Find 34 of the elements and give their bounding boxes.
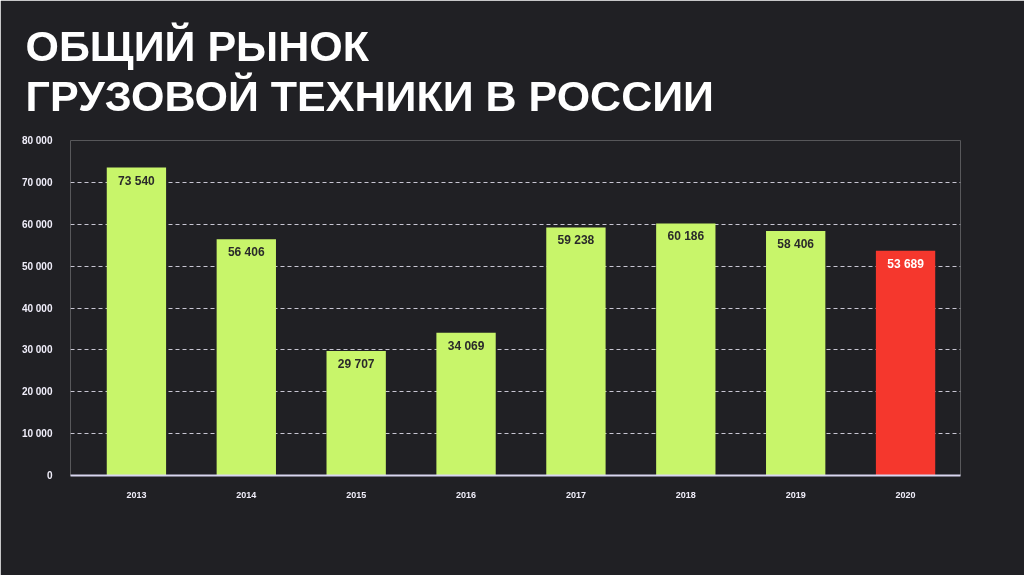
y-tick-label: 0 bbox=[46, 470, 53, 481]
data-label: 60 186 bbox=[667, 229, 705, 244]
y-tick-label: 20 000 bbox=[21, 386, 53, 398]
y-tick-label: 30 000 bbox=[21, 344, 53, 356]
x-tick-label: 2015 bbox=[346, 489, 367, 500]
bar bbox=[106, 167, 167, 476]
chart-title: ОБЩИЙ РЫНОК ГРУЗОВОЙ ТЕХНИКИ В РОССИИ bbox=[25, 22, 715, 121]
data-label: 58 406 bbox=[777, 236, 815, 251]
bar bbox=[546, 227, 606, 476]
x-tick-label: 2017 bbox=[565, 489, 586, 500]
y-tick-label: 60 000 bbox=[21, 218, 53, 230]
y-tick-label: 40 000 bbox=[21, 302, 53, 314]
bar bbox=[216, 239, 276, 476]
data-label: 53 689 bbox=[887, 256, 925, 271]
bar bbox=[766, 230, 826, 476]
bar bbox=[326, 351, 386, 476]
y-tick-label: 80 000 bbox=[21, 135, 53, 146]
x-tick-label: 2020 bbox=[895, 489, 916, 500]
x-tick-label: 2014 bbox=[236, 489, 257, 500]
data-label: 56 406 bbox=[227, 245, 265, 260]
x-tick-label: 2019 bbox=[785, 489, 806, 500]
data-label: 73 540 bbox=[118, 173, 156, 188]
data-label: 34 069 bbox=[447, 338, 485, 353]
y-tick-label: 50 000 bbox=[21, 260, 53, 272]
x-tick-label: 2016 bbox=[456, 489, 477, 500]
x-tick-label: 2013 bbox=[126, 489, 147, 500]
y-tick-label: 70 000 bbox=[21, 176, 53, 188]
y-tick-label: 10 000 bbox=[21, 428, 53, 440]
bar bbox=[436, 332, 496, 476]
x-tick-label: 2018 bbox=[675, 489, 696, 500]
data-label: 59 238 bbox=[557, 233, 595, 248]
data-label: 29 707 bbox=[337, 357, 375, 372]
bar bbox=[656, 223, 716, 476]
bar bbox=[875, 250, 936, 476]
